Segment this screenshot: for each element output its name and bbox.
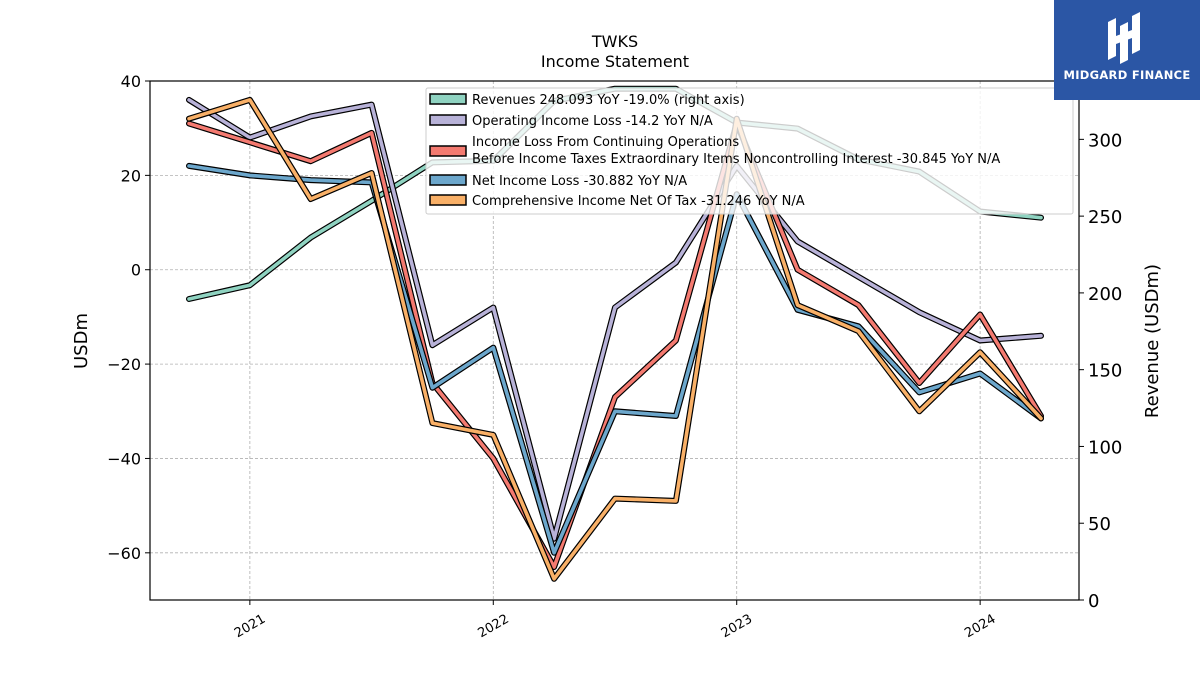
left-tick-label: −20 — [107, 355, 141, 374]
legend-swatch-0 — [429, 93, 467, 105]
right-tick-label: 0 — [1088, 591, 1099, 612]
x-tick-label: 2024 — [962, 612, 998, 642]
series-line-3 — [187, 164, 1043, 555]
legend-swatch-1 — [429, 114, 467, 126]
series-outline-3 — [186, 162, 1044, 556]
x-axis-ticks: 2021 2022 2023 2024 — [232, 600, 998, 641]
right-tick-label: 50 — [1088, 514, 1111, 535]
left-tick-label: 0 — [131, 261, 141, 280]
left-axis-label: USDm — [71, 313, 92, 369]
legend-label-2: Income Loss From Continuing Operations — [472, 135, 739, 150]
left-tick-label: −60 — [107, 544, 141, 563]
series-line-1 — [187, 98, 1043, 541]
right-tick-label: 150 — [1088, 361, 1122, 382]
right-axis-ticks: 300 250 200 150 100 50 0 — [1079, 130, 1122, 612]
legend-label-2: Before Income Taxes Extraordinary Items … — [472, 152, 1000, 167]
plot-frame — [149, 80, 1080, 601]
right-tick-label: 300 — [1088, 130, 1122, 151]
chart-title: TWKS — [591, 32, 639, 51]
series-line-4 — [187, 98, 1043, 581]
legend-swatch-2 — [429, 145, 467, 157]
left-tick-label: −40 — [107, 449, 141, 468]
legend-label-4: Comprehensive Income Net Of Tax -31.246 … — [472, 194, 805, 209]
chart-subtitle: Income Statement — [540, 52, 690, 71]
legend-label-3: Net Income Loss -30.882 YoY N/A — [472, 174, 687, 189]
right-axis-label: Revenue (USDm) — [1142, 264, 1163, 418]
x-tick-label: 2023 — [719, 612, 755, 642]
legend-swatch-3 — [429, 174, 467, 186]
brand-logo: MIDGARD FINANCE — [1054, 0, 1200, 100]
brand-name: MIDGARD FINANCE — [1063, 68, 1191, 82]
x-tick-label: 2022 — [475, 612, 511, 642]
left-tick-label: 20 — [121, 166, 141, 185]
right-tick-label: 250 — [1088, 207, 1122, 228]
legend-label-0: Revenues 248.093 YoY -19.0% (right axis) — [472, 93, 745, 108]
right-tick-label: 200 — [1088, 284, 1122, 305]
left-axis-ticks: 40 20 0 −20 −40 −60 — [107, 72, 150, 563]
legend-box — [425, 87, 1074, 215]
left-tick-label: 40 — [121, 72, 141, 91]
legend-label-1: Operating Income Loss -14.2 YoY N/A — [472, 114, 713, 129]
right-tick-label: 100 — [1088, 437, 1122, 458]
series-line-2 — [187, 121, 1043, 569]
logo-mark-icon — [1108, 12, 1140, 64]
x-tick-label: 2021 — [232, 612, 268, 642]
legend: Revenues 248.093 YoY -19.0% (right axis)… — [425, 87, 1074, 215]
legend-swatch-4 — [429, 194, 467, 206]
